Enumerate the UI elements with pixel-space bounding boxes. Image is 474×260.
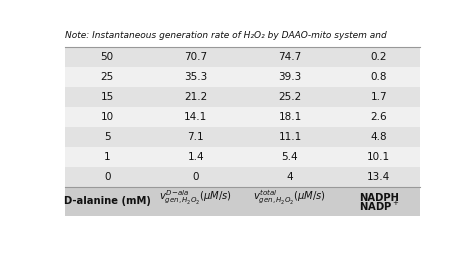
Bar: [65, 107, 420, 127]
Text: 7.1: 7.1: [188, 132, 204, 142]
Text: 0.8: 0.8: [371, 72, 387, 82]
Text: 11.1: 11.1: [278, 132, 301, 142]
Text: 25.2: 25.2: [278, 92, 301, 102]
Text: 13.4: 13.4: [367, 172, 390, 182]
Text: 39.3: 39.3: [278, 72, 301, 82]
Bar: [65, 167, 420, 187]
Text: 0: 0: [104, 172, 110, 182]
Text: 21.2: 21.2: [184, 92, 208, 102]
Text: 10: 10: [100, 112, 114, 122]
Text: 25: 25: [100, 72, 114, 82]
Text: Note: Instantaneous generation rate of H₂O₂ by DAAO-mito system and: Note: Instantaneous generation rate of H…: [65, 31, 387, 40]
Text: $v^{D\!-\!ala}_{gen,H_2O_2}$$(\mu M/s)$: $v^{D\!-\!ala}_{gen,H_2O_2}$$(\mu M/s)$: [159, 188, 232, 206]
Text: 18.1: 18.1: [278, 112, 301, 122]
Text: 4.8: 4.8: [370, 132, 387, 142]
Text: NADP$^+$: NADP$^+$: [358, 199, 399, 212]
Text: 1.4: 1.4: [188, 152, 204, 162]
Text: 5: 5: [104, 132, 110, 142]
Text: 2.6: 2.6: [370, 112, 387, 122]
Text: 1: 1: [104, 152, 110, 162]
Bar: [65, 187, 420, 216]
Text: 50: 50: [100, 51, 114, 62]
Text: $v^{total}_{gen,H_2O_2}$$(\mu M/s)$: $v^{total}_{gen,H_2O_2}$$(\mu M/s)$: [254, 188, 327, 206]
Bar: [65, 47, 420, 67]
Text: NADPH: NADPH: [359, 193, 399, 203]
Text: 4: 4: [287, 172, 293, 182]
Bar: [65, 87, 420, 107]
Text: D-alanine (mM): D-alanine (mM): [64, 196, 151, 206]
Text: 74.7: 74.7: [278, 51, 301, 62]
Text: 0.2: 0.2: [371, 51, 387, 62]
Bar: [65, 67, 420, 87]
Text: 1.7: 1.7: [370, 92, 387, 102]
Text: 35.3: 35.3: [184, 72, 208, 82]
Text: 5.4: 5.4: [282, 152, 298, 162]
Text: 10.1: 10.1: [367, 152, 390, 162]
Text: 15: 15: [100, 92, 114, 102]
Text: 14.1: 14.1: [184, 112, 208, 122]
Text: 0: 0: [192, 172, 199, 182]
Bar: [65, 147, 420, 167]
Bar: [65, 127, 420, 147]
Text: 70.7: 70.7: [184, 51, 208, 62]
